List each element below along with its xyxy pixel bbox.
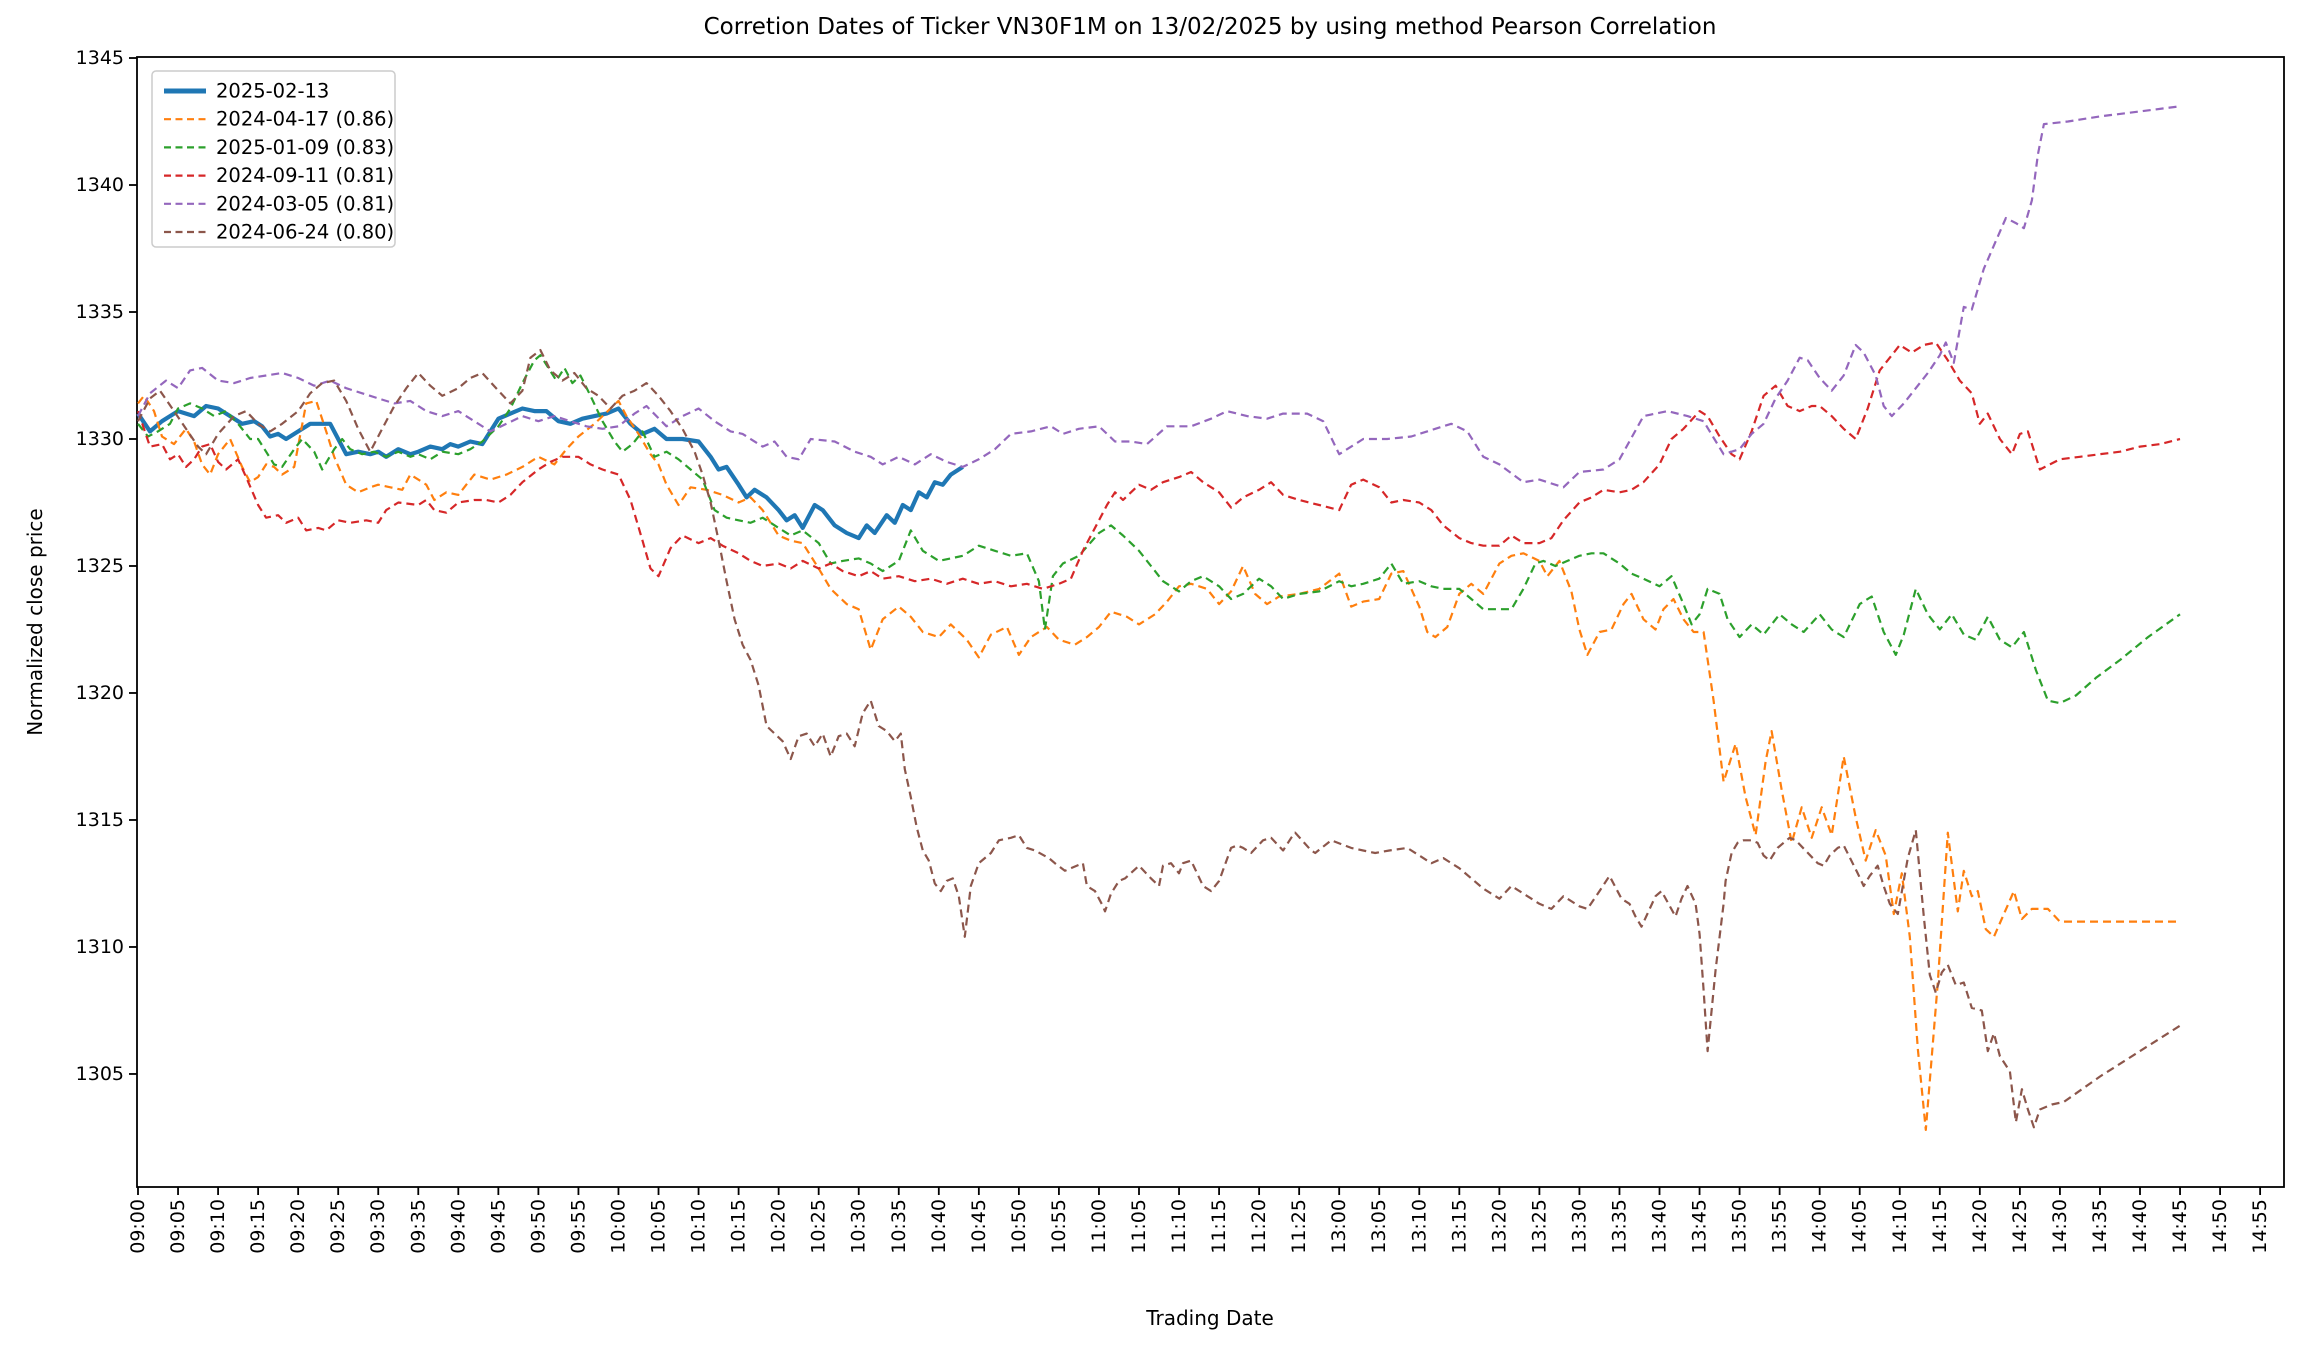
x-tick-label: 14:00 (1809, 1199, 1831, 1254)
x-tick-label: 13:45 (1689, 1199, 1711, 1254)
legend-item-label: 2024-09-11 (0.81) (216, 164, 394, 187)
x-tick-label: 13:35 (1608, 1199, 1630, 1254)
x-tick-label: 09:00 (127, 1199, 149, 1254)
x-tick-label: 10:35 (888, 1199, 910, 1254)
x-tick-label: 10:30 (848, 1199, 870, 1254)
x-tick-label: 10:45 (968, 1199, 990, 1254)
x-tick-label: 14:30 (2049, 1199, 2071, 1254)
x-tick-label: 10:15 (728, 1199, 750, 1254)
x-tick-label: 13:10 (1408, 1199, 1430, 1254)
x-tick-label: 10:20 (768, 1199, 790, 1254)
legend-item-label: 2025-01-09 (0.83) (216, 136, 394, 159)
x-tick-label: 13:25 (1528, 1199, 1550, 1254)
y-tick-label: 1330 (76, 428, 124, 450)
legend: 2025-02-13 2024-04-17 (0.86) 2025-01-09 (0… (151, 70, 396, 248)
series-line-2024-04-17 (137, 394, 2180, 1132)
series-line-2025-01-09 (137, 354, 2181, 705)
x-tick-label: 11:05 (1128, 1199, 1150, 1254)
chart-title: Corretion Dates of Ticker VN30F1M on 13/… (704, 14, 1717, 40)
x-tick-label: 14:50 (2209, 1199, 2231, 1254)
series-line-2024-09-11 (136, 341, 2181, 591)
x-tick-label: 14:10 (1889, 1199, 1911, 1254)
x-tick-label: 10:55 (1048, 1199, 1070, 1254)
x-tick-label: 09:25 (327, 1199, 349, 1254)
x-tick-label: 13:30 (1568, 1199, 1590, 1254)
x-tick-label: 14:55 (2249, 1199, 2271, 1254)
y-tick-label: 1345 (76, 47, 124, 69)
x-axis-label: Trading Date (1145, 1306, 1274, 1330)
x-tick-label: 13:50 (1729, 1199, 1751, 1254)
x-tick-label: 13:05 (1368, 1199, 1390, 1254)
series-line-2024-03-05 (137, 105, 2181, 489)
x-tick-label: 14:35 (2089, 1199, 2111, 1254)
legend-item-label: 2024-04-17 (0.86) (216, 108, 394, 131)
x-tick-label: 10:05 (648, 1199, 670, 1254)
legend-item-label: 2024-03-05 (0.81) (216, 192, 394, 215)
legend-box (151, 70, 396, 248)
plot-border (136, 56, 2285, 1188)
x-tick-label: 09:10 (207, 1199, 229, 1254)
x-tick-label: 11:20 (1248, 1199, 1270, 1254)
y-tick-label: 1340 (76, 174, 124, 196)
y-tick-label: 1305 (76, 1063, 124, 1085)
y-tick-label: 1335 (76, 301, 124, 323)
x-tick-label: 10:40 (928, 1199, 950, 1254)
x-tick-label: 13:55 (1769, 1199, 1791, 1254)
x-tick-label: 09:30 (367, 1199, 389, 1254)
x-tick-label: 09:40 (447, 1199, 469, 1254)
y-tick-label: 1315 (76, 809, 124, 831)
x-tick-label: 09:55 (567, 1199, 589, 1254)
x-tick-label: 10:50 (1008, 1199, 1030, 1254)
x-tick-label: 10:25 (808, 1199, 830, 1254)
x-tick-label: 13:00 (1328, 1199, 1350, 1254)
x-tick-label: 09:20 (287, 1199, 309, 1254)
x-tick-label: 11:15 (1208, 1199, 1230, 1254)
series-line-2024-06-24 (137, 349, 2181, 1129)
x-tick-label: 09:45 (487, 1199, 509, 1254)
x-tick-label: 13:20 (1488, 1199, 1510, 1254)
x-tick-label: 11:00 (1088, 1199, 1110, 1254)
x-tick-label: 09:05 (167, 1199, 189, 1254)
x-tick-label: 09:35 (407, 1199, 429, 1254)
y-tick-label: 1310 (76, 936, 124, 958)
y-tick-label: 1320 (76, 682, 124, 704)
series-layer (136, 105, 2181, 1132)
x-tick-label: 11:25 (1288, 1199, 1310, 1254)
x-tick-label: 13:15 (1448, 1199, 1470, 1254)
y-tick-label: 1325 (76, 555, 124, 577)
x-tick-label: 09:50 (527, 1199, 549, 1254)
x-tick-label: 13:40 (1649, 1199, 1671, 1254)
y-axis-label: Normalized close price (23, 508, 47, 735)
x-tick-label: 14:05 (1849, 1199, 1871, 1254)
legend-item-label: 2024-06-24 (0.80) (216, 221, 394, 244)
legend-item-label: 2025-02-13 (216, 80, 329, 103)
x-tick-label: 14:20 (1969, 1199, 1991, 1254)
x-tick-label: 09:15 (247, 1199, 269, 1254)
x-tick-label: 14:25 (2009, 1199, 2031, 1254)
x-tick-label: 14:15 (1929, 1199, 1951, 1254)
series-line-2025-02-13 (136, 403, 964, 541)
axes-layer: 09:00 09:05 09:10 09:15 09:20 09:25 09:30 09:35… (76, 47, 2285, 1254)
x-tick-label: 10:00 (607, 1199, 629, 1254)
x-tick-label: 10:10 (688, 1199, 710, 1254)
x-tick-label: 11:10 (1168, 1199, 1190, 1254)
x-tick-label: 14:40 (2129, 1199, 2151, 1254)
x-tick-label: 14:45 (2169, 1199, 2191, 1254)
